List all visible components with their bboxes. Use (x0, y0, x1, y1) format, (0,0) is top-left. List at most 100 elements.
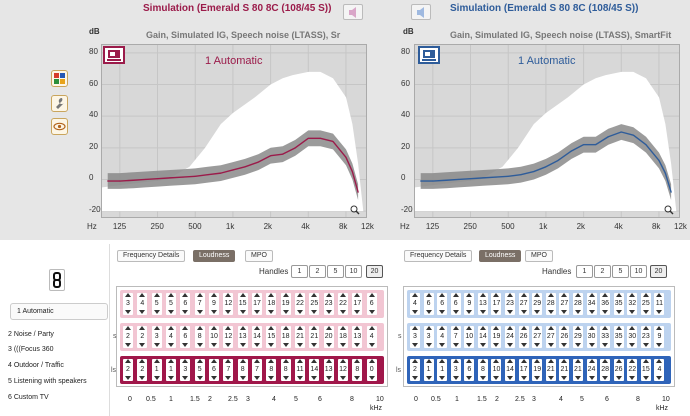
increase-arrow-icon[interactable] (534, 293, 541, 297)
handle-cell[interactable]: 25 (309, 293, 320, 315)
handle-cell[interactable]: 15 (640, 359, 651, 381)
handle-cell[interactable]: 9 (209, 293, 219, 315)
decrease-arrow-icon[interactable] (211, 376, 217, 380)
decrease-arrow-icon[interactable] (125, 343, 131, 347)
decrease-arrow-icon[interactable] (588, 310, 595, 314)
handle-cell[interactable]: 29 (572, 326, 583, 348)
decrease-arrow-icon[interactable] (520, 376, 527, 380)
increase-arrow-icon[interactable] (656, 293, 663, 297)
increase-arrow-icon[interactable] (507, 359, 514, 363)
decrease-arrow-icon[interactable] (574, 343, 581, 347)
handle-cell[interactable]: 11 (295, 359, 305, 381)
increase-arrow-icon[interactable] (311, 359, 318, 363)
zoom-icon[interactable] (350, 205, 360, 215)
increase-arrow-icon[interactable] (368, 359, 375, 363)
increase-arrow-icon[interactable] (452, 359, 459, 363)
handle-cell[interactable]: 6 (423, 293, 434, 315)
handle-cell[interactable]: 17 (518, 359, 529, 381)
handle-cell[interactable]: 24 (505, 326, 516, 348)
increase-arrow-icon[interactable] (168, 293, 174, 297)
decrease-arrow-icon[interactable] (254, 310, 260, 314)
decrease-arrow-icon[interactable] (153, 376, 160, 380)
handle-cell[interactable]: 15 (237, 293, 248, 315)
increase-arrow-icon[interactable] (507, 293, 514, 297)
decrease-arrow-icon[interactable] (239, 376, 246, 380)
increase-arrow-icon[interactable] (656, 326, 663, 330)
increase-arrow-icon[interactable] (425, 359, 432, 363)
decrease-arrow-icon[interactable] (656, 310, 663, 314)
handle-cell[interactable]: 15 (266, 326, 277, 348)
increase-arrow-icon[interactable] (629, 293, 636, 297)
handle-cell[interactable]: 9 (654, 326, 665, 348)
handle-cell[interactable]: 3 (151, 326, 162, 348)
decrease-arrow-icon[interactable] (225, 376, 232, 380)
increase-arrow-icon[interactable] (574, 293, 581, 297)
increase-arrow-icon[interactable] (439, 326, 446, 330)
increase-arrow-icon[interactable] (493, 359, 500, 363)
decrease-arrow-icon[interactable] (629, 343, 636, 347)
increase-arrow-icon[interactable] (282, 326, 289, 330)
increase-arrow-icon[interactable] (439, 293, 446, 297)
handle-cell[interactable]: 6 (209, 359, 219, 381)
handle-cell[interactable]: 35 (613, 326, 624, 348)
increase-arrow-icon[interactable] (561, 326, 568, 330)
handle-cell[interactable]: 1 (437, 359, 448, 381)
increase-arrow-icon[interactable] (182, 326, 189, 330)
decrease-arrow-icon[interactable] (196, 310, 203, 314)
decrease-arrow-icon[interactable] (368, 310, 375, 314)
decrease-arrow-icon[interactable] (168, 376, 174, 380)
decrease-arrow-icon[interactable] (340, 376, 346, 380)
increase-arrow-icon[interactable] (225, 326, 232, 330)
decrease-arrow-icon[interactable] (493, 343, 500, 347)
increase-arrow-icon[interactable] (168, 359, 174, 363)
increase-arrow-icon[interactable] (520, 293, 527, 297)
handle-cell[interactable]: 12 (223, 326, 234, 348)
increase-arrow-icon[interactable] (615, 293, 622, 297)
handle-cell[interactable]: 27 (532, 326, 543, 348)
increase-arrow-icon[interactable] (574, 326, 581, 330)
increase-arrow-icon[interactable] (507, 326, 514, 330)
increase-arrow-icon[interactable] (153, 293, 160, 297)
increase-arrow-icon[interactable] (297, 293, 303, 297)
handle-cell[interactable]: 13 (323, 359, 334, 381)
increase-arrow-icon[interactable] (412, 359, 418, 363)
decrease-arrow-icon[interactable] (479, 310, 486, 314)
handle-cell[interactable]: 6 (464, 359, 475, 381)
increase-arrow-icon[interactable] (254, 359, 260, 363)
right-tab-frequency-details[interactable]: Frequency Details (404, 250, 473, 262)
decrease-arrow-icon[interactable] (211, 310, 217, 314)
increase-arrow-icon[interactable] (466, 293, 473, 297)
decrease-arrow-icon[interactable] (425, 376, 432, 380)
handle-cell[interactable]: 24 (586, 359, 597, 381)
handle-cell[interactable]: 35 (613, 293, 624, 315)
handle-cell[interactable]: 6 (450, 293, 461, 315)
increase-arrow-icon[interactable] (268, 293, 275, 297)
decrease-arrow-icon[interactable] (615, 343, 622, 347)
decrease-arrow-icon[interactable] (547, 343, 554, 347)
handle-cell[interactable]: 12 (223, 293, 234, 315)
handle-cell[interactable]: 6 (366, 293, 377, 315)
handle-cell[interactable]: 10 (464, 326, 475, 348)
increase-arrow-icon[interactable] (139, 326, 146, 330)
handle-cell[interactable]: 4 (366, 326, 377, 348)
increase-arrow-icon[interactable] (225, 293, 232, 297)
increase-arrow-icon[interactable] (340, 293, 346, 297)
increase-arrow-icon[interactable] (282, 293, 289, 297)
decrease-arrow-icon[interactable] (642, 310, 649, 314)
decrease-arrow-icon[interactable] (588, 376, 595, 380)
increase-arrow-icon[interactable] (602, 359, 609, 363)
decrease-arrow-icon[interactable] (254, 376, 260, 380)
decrease-arrow-icon[interactable] (412, 376, 418, 380)
decrease-arrow-icon[interactable] (311, 310, 318, 314)
handle-cell[interactable]: 19 (491, 326, 502, 348)
decrease-arrow-icon[interactable] (439, 343, 446, 347)
handle-cell[interactable]: 4 (410, 293, 420, 315)
handle-cell[interactable]: 8 (266, 359, 277, 381)
decrease-arrow-icon[interactable] (656, 343, 663, 347)
handle-cell[interactable]: 21 (295, 326, 305, 348)
left-handles-5[interactable]: 5 (327, 265, 344, 278)
handle-cell[interactable]: 17 (252, 293, 262, 315)
handle-cell[interactable]: 8 (280, 359, 291, 381)
handle-cell[interactable]: 8 (237, 359, 248, 381)
handle-cell[interactable]: 0 (366, 359, 377, 381)
